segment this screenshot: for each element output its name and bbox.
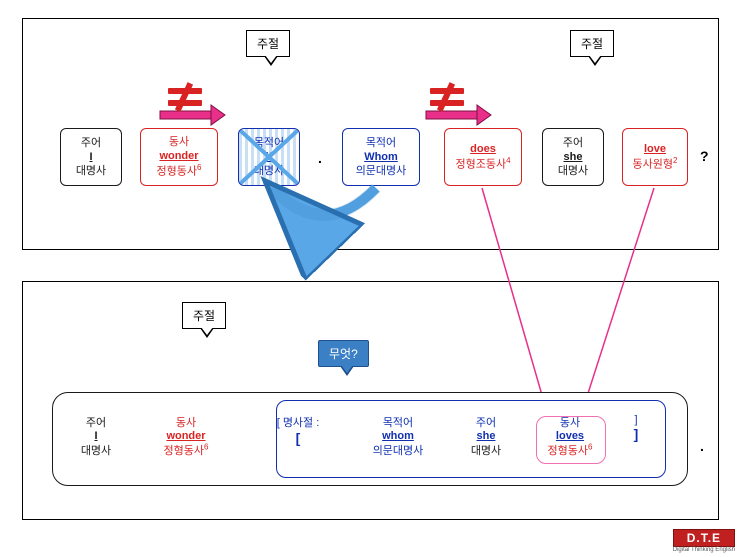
label: 주절 — [193, 309, 215, 323]
logo-text: D.T.E — [673, 529, 735, 547]
speech-tail-4-fill — [341, 365, 353, 373]
word-box-b6: 주어she대명사 — [542, 128, 604, 186]
speech-main-clause-3: 주절 — [182, 302, 226, 329]
word-box-b3: 목적어it대명사 — [238, 128, 300, 186]
word-box-b1: 주어I대명사 — [60, 128, 122, 186]
word-box-b4: 목적어Whom의문대명사 — [342, 128, 420, 186]
label: 주절 — [581, 37, 603, 51]
label: 주절 — [257, 37, 279, 51]
period-bottom: . — [700, 438, 704, 454]
col-c1: 주어I대명사 — [56, 414, 136, 458]
speech-tail-3-fill — [201, 327, 213, 335]
col-c5: 주어she대명사 — [446, 414, 526, 458]
col-c2: 동사wonder정형동사6 — [146, 414, 226, 458]
col-c3b: ]] — [596, 414, 676, 442]
label: 무엇? — [329, 347, 358, 361]
speech-tail-1-fill — [265, 55, 277, 63]
speech-tail-2-fill — [589, 55, 601, 63]
punct-0: . — [318, 150, 322, 166]
speech-main-clause-1: 주절 — [246, 30, 290, 57]
punct-1: ? — [700, 148, 709, 164]
col-c3a: [ 명사절 :[ — [258, 414, 338, 446]
word-box-b5: does정형조동사4 — [444, 128, 522, 186]
logo-subtitle: Digital Thinking English — [673, 547, 735, 553]
word-box-b2: 동사wonder정형동사6 — [140, 128, 218, 186]
logo: D.T.E Digital Thinking English — [673, 529, 735, 553]
speech-main-clause-2: 주절 — [570, 30, 614, 57]
speech-what: 무엇? — [318, 340, 369, 367]
word-box-b7: love동사원형2 — [622, 128, 688, 186]
col-c4: 목적어whom의문대명사 — [358, 414, 438, 458]
